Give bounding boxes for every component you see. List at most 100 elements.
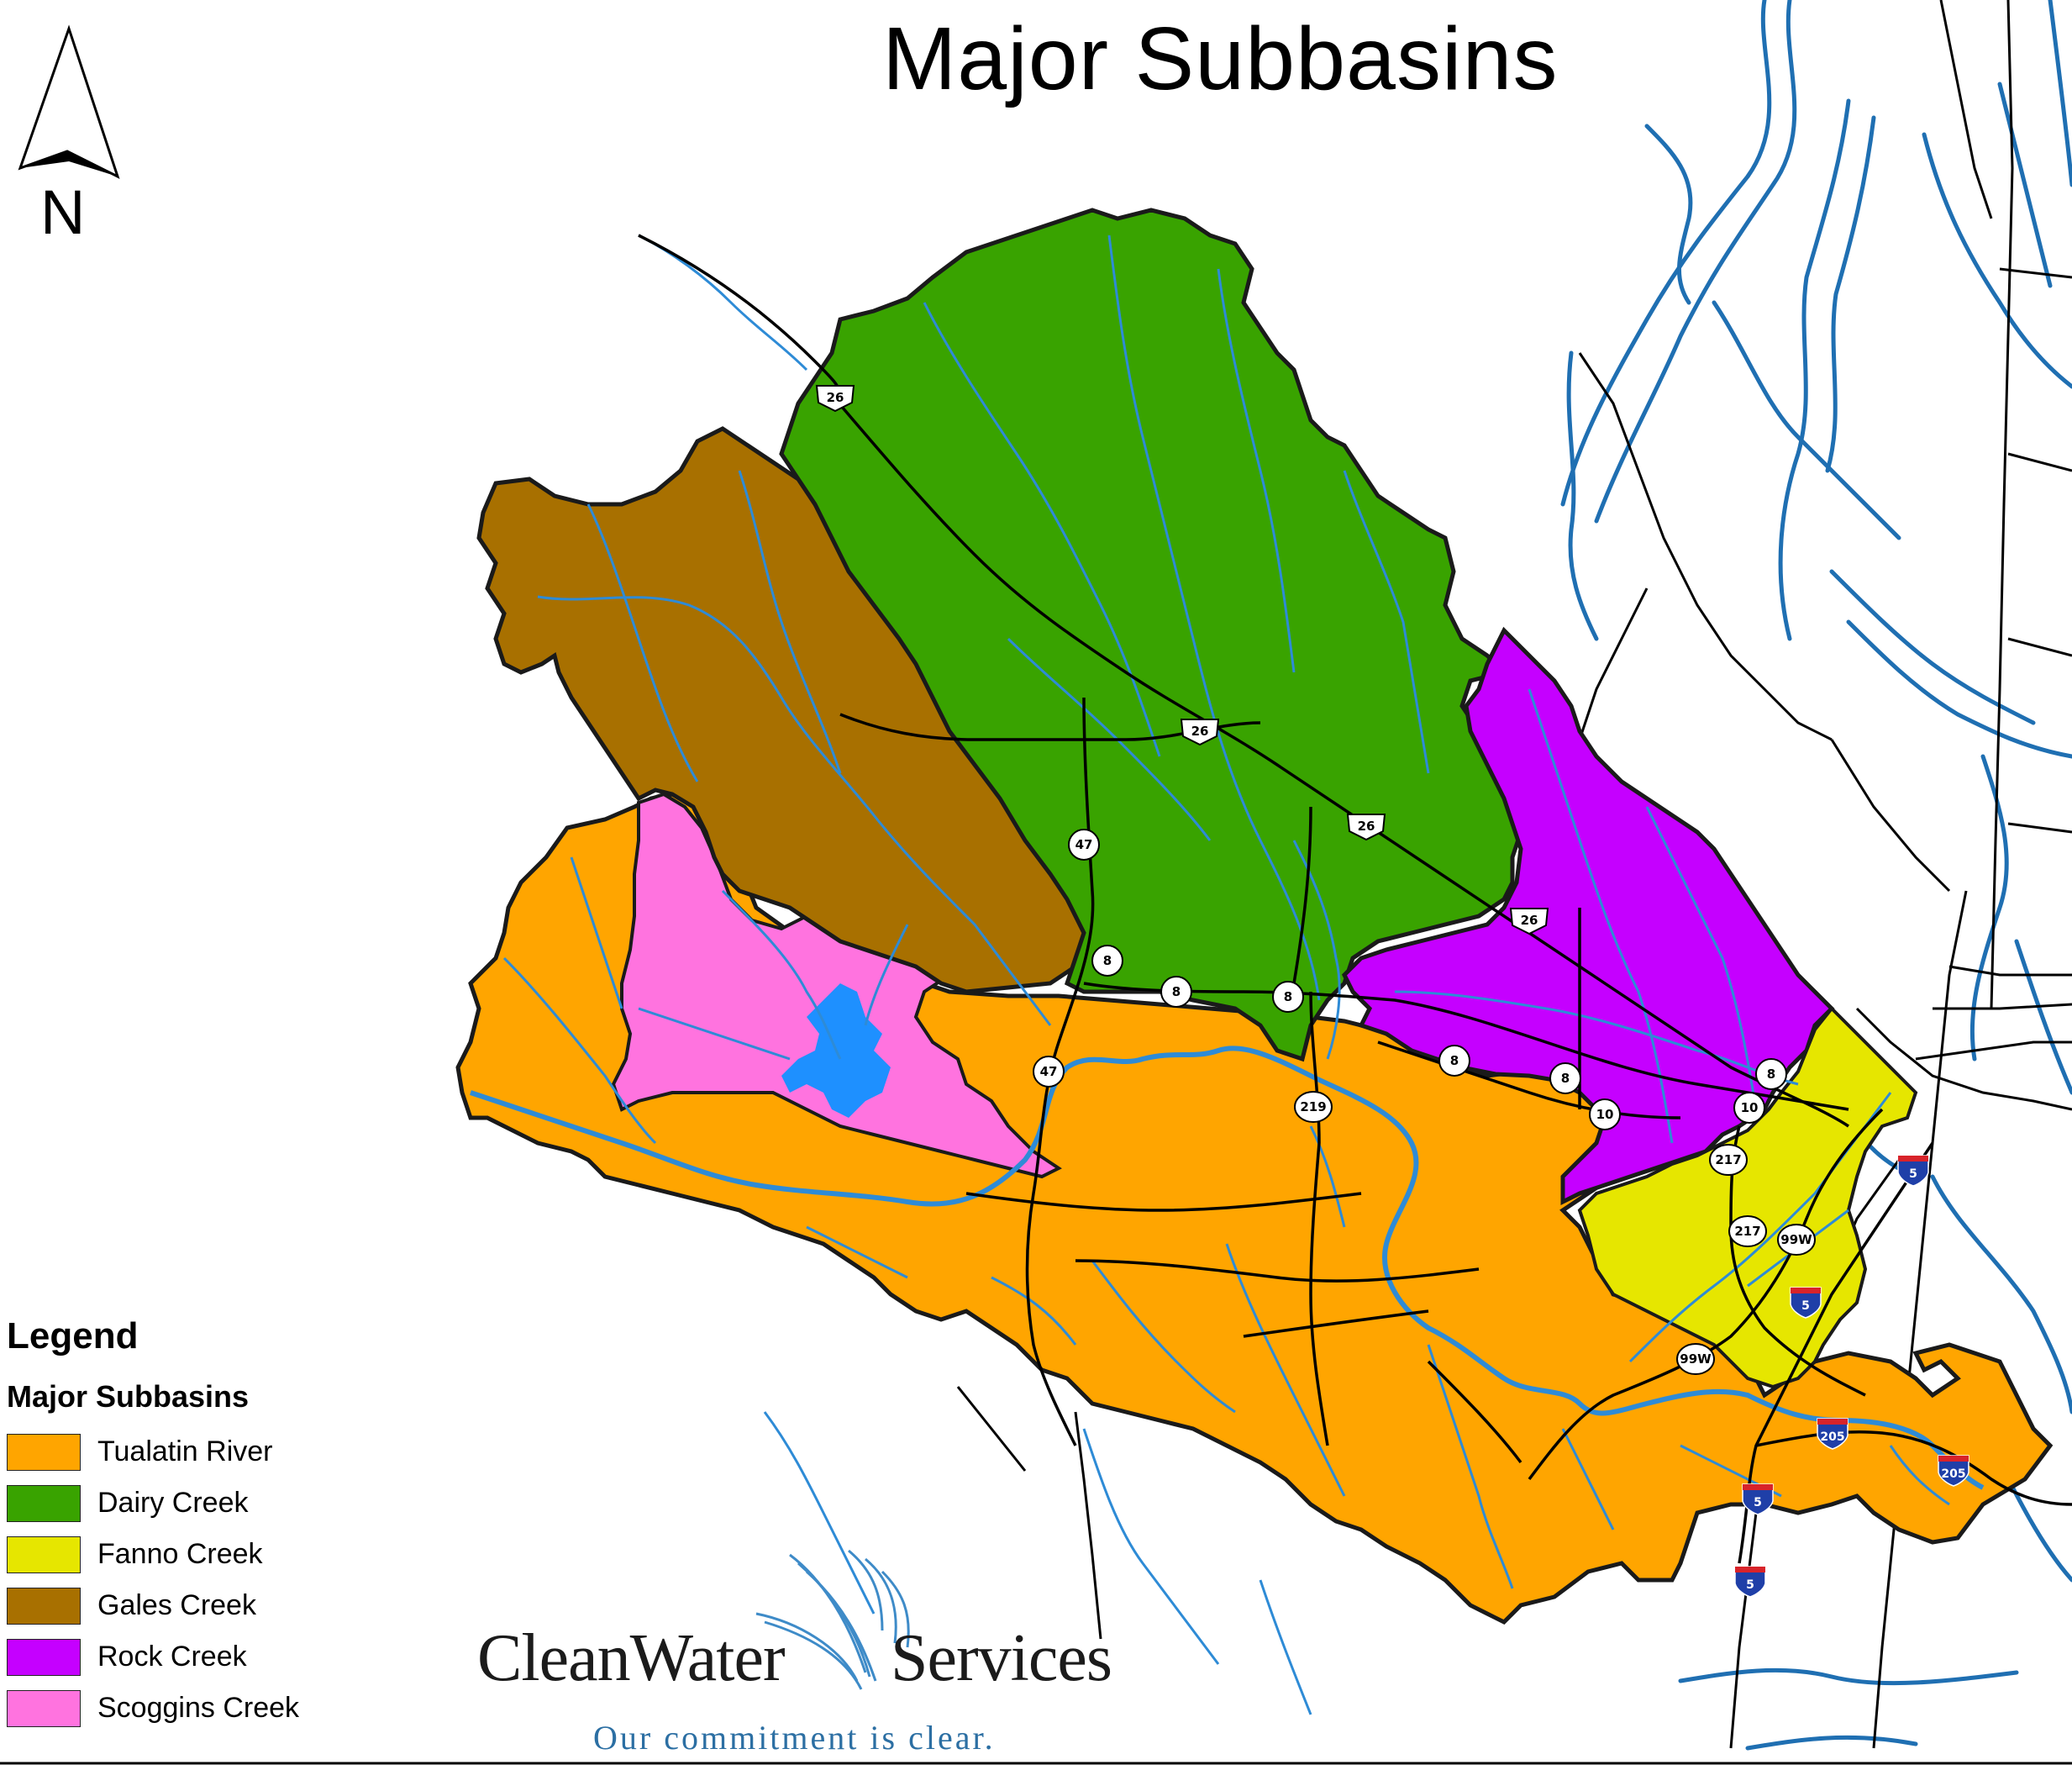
subbasin-gales [476, 426, 1095, 994]
brand-name-part2: Services [891, 1621, 1112, 1695]
highway-shield-or-8-e: 8 [1549, 1062, 1581, 1094]
highway-shield-label: 47 [1075, 837, 1093, 852]
legend-subheading: Major Subbasins [7, 1379, 250, 1414]
highway-shield-label: 219 [1300, 1099, 1326, 1114]
highway-shield-label: 5 [1746, 1578, 1754, 1592]
highway-shield-us-26-d: 26 [1509, 908, 1549, 935]
highway-shield-or-10-b: 10 [1733, 1092, 1765, 1124]
highway-shield-label: 217 [1715, 1152, 1741, 1167]
subbasin-scoggins [611, 792, 1062, 1179]
legend-label: Gales Creek [97, 1589, 256, 1621]
highway-shield-or-217-a: 217 [1709, 1144, 1748, 1176]
interstate-shield-icon [1897, 1155, 1929, 1187]
brand-logo: CleanWater Services Our commitment is cl… [471, 1614, 1143, 1765]
highway-shield-label: 8 [1561, 1071, 1570, 1086]
state-shield-icon [1294, 1091, 1333, 1123]
state-shield-icon [1777, 1224, 1816, 1256]
state-shield-icon [1438, 1045, 1470, 1077]
state-shield-icon [1733, 1092, 1765, 1124]
highway-shields: 26 26 26 26 47 47 8 8 8 8 8 8 219 10 10 217 217 99W 99W 5 5 5… [815, 385, 1969, 1598]
highway-shield-label: 5 [1909, 1167, 1917, 1181]
interstate-shield-band [1743, 1484, 1773, 1490]
highway-shield-i-5-b: 5 [1790, 1287, 1822, 1319]
map-title: Major Subbasins [882, 9, 1559, 108]
us-shield-icon [1180, 719, 1220, 746]
highway-shield-i-205-a: 205 [1817, 1418, 1848, 1450]
legend-swatch [7, 1484, 81, 1522]
subbasin-dairy [779, 208, 1523, 1062]
highway-shield-us-99w-a: 99W [1777, 1224, 1816, 1256]
highway-shield-label: 26 [1358, 819, 1375, 834]
highway-shield-label: 10 [1596, 1107, 1614, 1122]
interstate-shield-icon [1742, 1483, 1774, 1515]
highway-shield-label: 8 [1767, 1067, 1775, 1082]
legend-label: Tualatin River [97, 1435, 273, 1467]
legend: Legend Major Subbasins Tualatin River Da… [7, 1315, 343, 1734]
state-shield-icon [1068, 829, 1100, 861]
highway-shield-us-26-b: 26 [1180, 719, 1220, 746]
interstate-shield-band [1791, 1288, 1821, 1293]
north-arrow-base-icon [20, 151, 118, 176]
highway-shield-or-217-b: 217 [1728, 1215, 1767, 1247]
highway-shield-or-47-b: 47 [1033, 1056, 1065, 1088]
brand-name-part1: CleanWater [477, 1621, 786, 1695]
highway-shield-label: 205 [1941, 1467, 1965, 1481]
state-shield-icon [1091, 945, 1123, 977]
context-roads [956, 0, 2072, 1749]
legend-label: Fanno Creek [97, 1538, 263, 1570]
highway-shield-label: 47 [1040, 1064, 1058, 1079]
legend-heading: Legend [7, 1315, 139, 1356]
legend-swatch [7, 1536, 81, 1573]
us-shield-icon [1509, 908, 1549, 935]
north-arrow-label: N [40, 177, 86, 247]
state-shield-icon [1033, 1056, 1065, 1088]
highway-shield-or-8-a: 8 [1091, 945, 1123, 977]
interstate-shield-band [1735, 1567, 1765, 1572]
legend-label: Dairy Creek [97, 1487, 249, 1519]
highway-shield-label: 26 [827, 390, 844, 405]
brand-swoosh-icon [755, 1549, 910, 1690]
highway-shield-i-5-a: 5 [1897, 1155, 1929, 1187]
legend-swatch [7, 1433, 81, 1471]
highway-shield-or-47-a: 47 [1068, 829, 1100, 861]
interstate-shield-band [1898, 1156, 1928, 1162]
interstate-shield-icon [1790, 1287, 1822, 1319]
state-shield-icon [1272, 981, 1304, 1013]
legend-swatch [7, 1638, 81, 1676]
highway-shield-label: 26 [1521, 913, 1538, 928]
legend-item-gales: Gales Creek [7, 1580, 343, 1631]
highway-shield-label: 5 [1754, 1496, 1762, 1509]
highway-shield-label: 8 [1450, 1053, 1459, 1068]
highway-shield-us-26-a: 26 [815, 385, 855, 413]
legend-item-tualatin: Tualatin River [7, 1426, 343, 1478]
highway-shield-label: 5 [1801, 1299, 1810, 1313]
north-arrow [18, 24, 120, 179]
highway-shield-or-8-b: 8 [1160, 976, 1192, 1008]
state-shield-icon [1709, 1144, 1748, 1176]
highway-shield-i-5-c: 5 [1742, 1483, 1774, 1515]
highway-shield-or-10-a: 10 [1589, 1098, 1621, 1130]
us-shield-icon [1346, 814, 1386, 841]
highway-shield-or-8-d: 8 [1438, 1045, 1470, 1077]
highway-shield-label: 8 [1284, 989, 1292, 1004]
highway-shield-or-219: 219 [1294, 1091, 1333, 1123]
highway-shield-us-26-c: 26 [1346, 814, 1386, 841]
highway-shield-label: 205 [1820, 1430, 1844, 1444]
state-shield-icon [1676, 1343, 1715, 1375]
highway-shield-i-5-d: 5 [1734, 1566, 1766, 1598]
highway-shield-label: 8 [1172, 984, 1181, 999]
legend-items: Tualatin River Dairy Creek Fanno Creek G… [7, 1426, 343, 1734]
state-shield-icon [1160, 976, 1192, 1008]
highway-shield-i-205-b: 205 [1938, 1455, 1969, 1487]
highway-shield-label: 217 [1734, 1224, 1760, 1239]
state-shield-icon [1589, 1098, 1621, 1130]
interstate-shield-icon [1734, 1566, 1766, 1598]
highway-shield-label: 99W [1680, 1351, 1712, 1367]
legend-label: Scoggins Creek [97, 1692, 300, 1724]
highway-shield-label: 8 [1103, 953, 1112, 968]
legend-item-rock: Rock Creek [7, 1631, 343, 1683]
legend-item-fanno: Fanno Creek [7, 1529, 343, 1580]
legend-item-dairy: Dairy Creek [7, 1478, 343, 1529]
